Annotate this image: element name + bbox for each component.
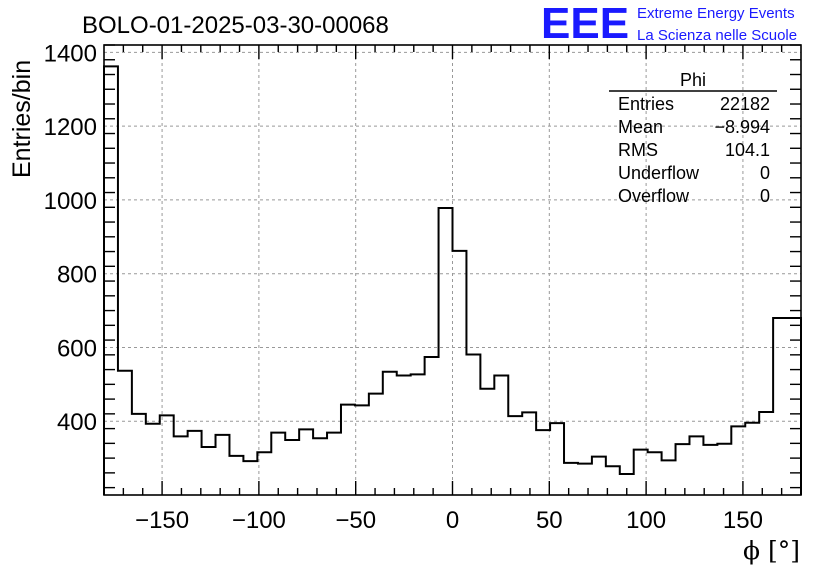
eee-logo: EEE Extreme Energy Events La Scienza nel… <box>541 0 797 48</box>
stats-row-label: Overflow <box>618 186 690 206</box>
stats-row-label: Entries <box>618 94 674 114</box>
stats-row-label: RMS <box>618 140 658 160</box>
x-tick-label: −100 <box>232 507 286 534</box>
y-tick-label: 1200 <box>44 114 97 141</box>
x-tick-label: 50 <box>536 507 563 534</box>
chart-title: BOLO-01-2025-03-30-00068 <box>82 12 389 39</box>
eee-logo-line2: La Scienza nelle Scuole <box>637 27 797 44</box>
y-tick-label: 600 <box>57 335 97 362</box>
grid-lines <box>104 45 801 495</box>
x-tick-label: −150 <box>135 507 189 534</box>
x-tick-label: 0 <box>446 507 459 534</box>
stats-row-value: 0 <box>760 186 770 206</box>
stats-row-value: 104.1 <box>725 140 770 160</box>
stats-row-value: −8.994 <box>714 117 770 137</box>
x-axis-ticks: −150 −100 −50 0 50 100 150 <box>122 45 783 534</box>
y-tick-label: 1000 <box>44 188 97 215</box>
stats-title: Phi <box>680 70 706 90</box>
x-tick-label: 150 <box>723 507 763 534</box>
eee-logo-text: EEE <box>541 0 629 48</box>
y-tick-label: 400 <box>57 409 97 436</box>
stats-row-label: Mean <box>618 117 663 137</box>
stats-box: Phi Entries 22182 Mean −8.994 RMS 104.1 Underf… <box>609 70 777 206</box>
y-axis-ticks: 400 600 800 1000 1200 1400 <box>44 40 801 489</box>
x-tick-label: 100 <box>626 507 666 534</box>
y-tick-label: 800 <box>57 262 97 289</box>
histogram-series <box>103 65 802 495</box>
stats-row-value: 22182 <box>720 94 770 114</box>
stats-row-label: Underflow <box>618 163 700 183</box>
y-tick-label: 1400 <box>44 40 97 67</box>
y-axis-label: Entries/bin <box>8 60 36 178</box>
x-tick-label: −50 <box>335 507 376 534</box>
x-axis-label: ϕ [°] <box>743 536 800 565</box>
stats-row-value: 0 <box>760 163 770 183</box>
eee-logo-line1: Extreme Energy Events <box>637 5 795 22</box>
